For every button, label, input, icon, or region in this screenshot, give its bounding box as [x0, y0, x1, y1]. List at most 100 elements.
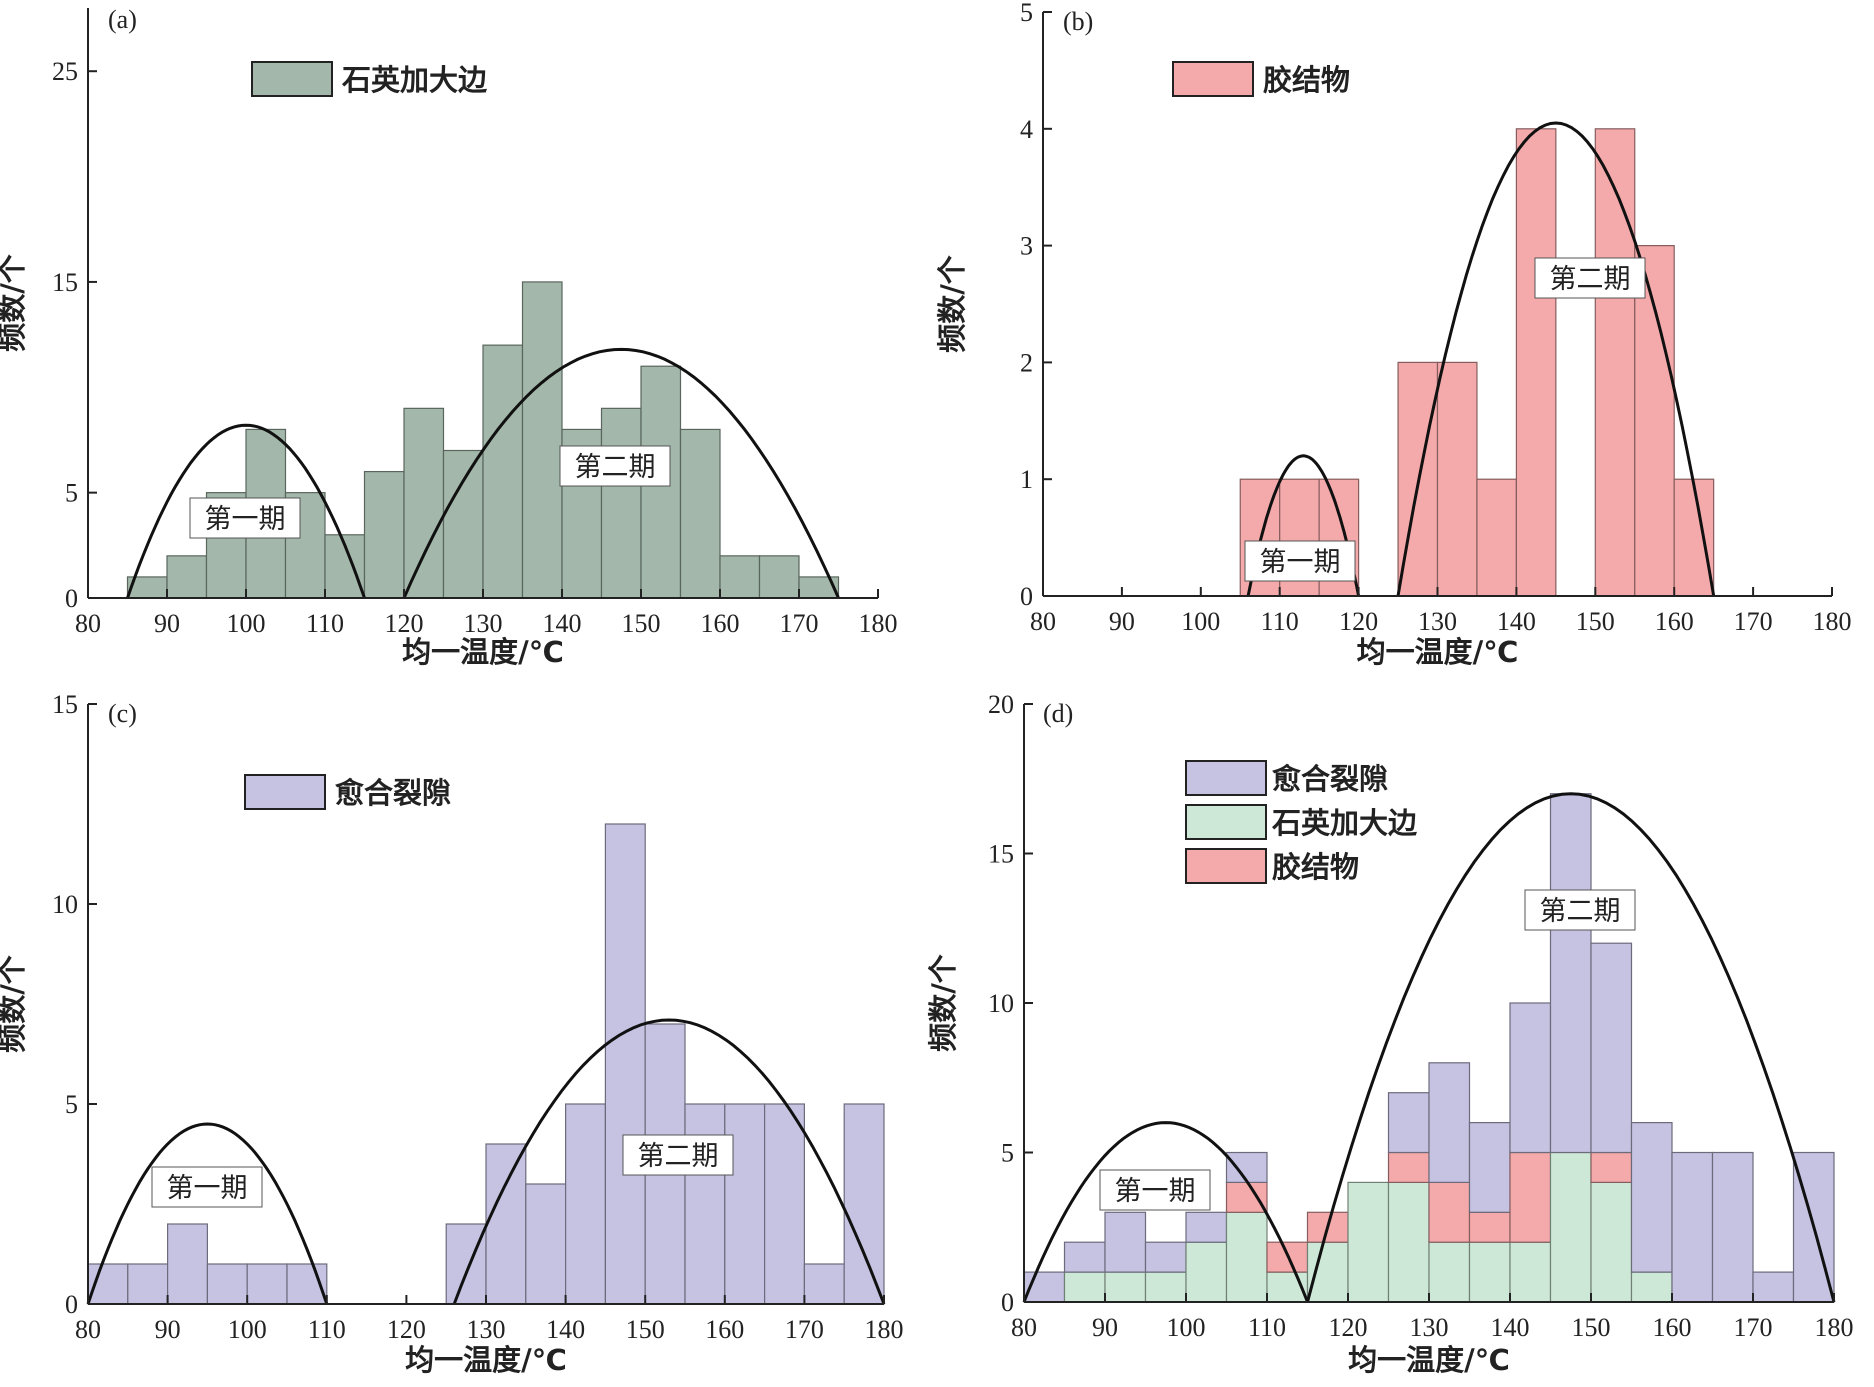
bar: [1549, 1151, 1592, 1303]
period-label-box: [1099, 1169, 1211, 1211]
x-axis-label: 均一温度/℃: [405, 1343, 567, 1377]
bar: [482, 344, 524, 599]
bar: [1347, 1181, 1390, 1303]
y-tick-label: 0: [1020, 582, 1033, 611]
x-tick-label: 80: [1030, 607, 1056, 636]
y-tick-label: 10: [988, 989, 1014, 1018]
y-axis-label: 频数/个: [935, 254, 969, 353]
bar: [1476, 478, 1517, 597]
bar: [127, 1263, 169, 1305]
period-curve: [402, 347, 840, 599]
y-axis-label: 频数/个: [0, 954, 29, 1053]
x-tick-label: 180: [859, 609, 898, 638]
bar: [1671, 1151, 1714, 1303]
bar: [403, 407, 445, 599]
period-label-box: [189, 497, 301, 539]
x-tick-label: 80: [1011, 1313, 1037, 1342]
bar: [1468, 1211, 1511, 1243]
x-tick-label: 170: [1734, 1313, 1773, 1342]
x-tick-label: 140: [1491, 1313, 1530, 1342]
panel-a: 80 90 100 110 120 130 140 150 160 170 180 0 5 15 25 均一温…: [0, 5, 898, 669]
period-curve: [126, 423, 366, 599]
y-axis-label: 频数/个: [0, 253, 29, 352]
bar: [719, 555, 761, 599]
period-curve: [1246, 454, 1361, 597]
bar: [1515, 128, 1557, 597]
x-tick-label: 100: [228, 1315, 267, 1344]
period-label: 第一期: [205, 504, 286, 535]
period-curve: [1306, 792, 1836, 1303]
x-tick-label: 150: [1572, 1313, 1611, 1342]
period-curve: [1022, 1121, 1309, 1303]
y-tick-label: 0: [1001, 1288, 1014, 1317]
period-curve: [1396, 121, 1716, 597]
x-tick-label: 180: [1813, 607, 1852, 636]
bar: [604, 823, 646, 1305]
y-tick-label: 3: [1020, 232, 1033, 261]
x-tick-label: 130: [464, 609, 503, 638]
bar: [1428, 1241, 1471, 1303]
x-tick-label: 140: [543, 609, 582, 638]
bar: [1509, 1002, 1552, 1154]
y-tick-label: 1: [1020, 465, 1033, 494]
panel-b: 80 90 100 110 120 130 140 150 160 170 180 0 1 2 3 4 5 均一温…: [935, 0, 1852, 669]
x-tick-label: 80: [75, 1315, 101, 1344]
bar: [1594, 128, 1636, 597]
x-tick-label: 150: [626, 1315, 665, 1344]
legend-swatch: [1185, 760, 1267, 796]
x-tick-label: 180: [1815, 1313, 1854, 1342]
bar: [724, 1103, 766, 1305]
bar: [1549, 793, 1592, 1154]
y-tick-label: 0: [65, 1290, 78, 1319]
y-tick-label: 15: [52, 690, 78, 719]
x-tick-label: 120: [1339, 607, 1378, 636]
bar: [600, 407, 642, 599]
x-tick-label: 170: [780, 609, 819, 638]
bar: [1509, 1241, 1552, 1303]
bar: [1185, 1241, 1228, 1303]
bar: [1104, 1211, 1147, 1273]
y-tick-label: 5: [1020, 0, 1033, 27]
period-label-box: [151, 1166, 263, 1208]
x-tick-label: 120: [1329, 1313, 1368, 1342]
x-tick-label: 160: [705, 1315, 744, 1344]
period-label-box: [622, 1134, 734, 1176]
x-tick-label: 180: [865, 1315, 904, 1344]
legend-label: 愈合裂隙: [1272, 762, 1388, 796]
bar: [1387, 1092, 1430, 1154]
x-axis-label: 均一温度/℃: [402, 635, 564, 669]
x-tick-label: 140: [1497, 607, 1536, 636]
legend-swatch: [244, 774, 326, 810]
bar: [1387, 1181, 1430, 1303]
bar: [167, 1223, 209, 1305]
x-tick-label: 140: [546, 1315, 585, 1344]
x-tick-label: 100: [1181, 607, 1220, 636]
bar: [1428, 1181, 1471, 1243]
x-tick-label: 150: [622, 609, 661, 638]
panel-label: (b): [1063, 7, 1093, 36]
legend-label: 石英加大边: [341, 63, 488, 97]
bar: [166, 555, 208, 599]
x-tick-label: 130: [467, 1315, 506, 1344]
bar: [525, 1183, 567, 1305]
x-tick-label: 110: [1261, 607, 1299, 636]
bar: [1711, 1151, 1754, 1303]
bar: [1063, 1271, 1106, 1303]
x-tick-label: 130: [1410, 1313, 1449, 1342]
y-axis-label: 频数/个: [926, 953, 960, 1052]
y-tick-label: 0: [65, 584, 78, 613]
period-label: 第二期: [1540, 896, 1621, 927]
x-tick-label: 170: [1734, 607, 1773, 636]
legend-swatch: [251, 61, 333, 97]
bar: [1590, 942, 1633, 1154]
period-label: 第一期: [167, 1173, 248, 1204]
period-label-box: [1534, 257, 1646, 299]
bar: [1306, 1241, 1349, 1303]
bar: [763, 1103, 805, 1305]
bar: [843, 1103, 885, 1305]
legend-label: 胶结物: [1263, 63, 1350, 97]
x-tick-label: 100: [227, 609, 266, 638]
bar: [1468, 1241, 1511, 1303]
x-tick-label: 110: [308, 1315, 346, 1344]
x-tick-label: 150: [1576, 607, 1615, 636]
